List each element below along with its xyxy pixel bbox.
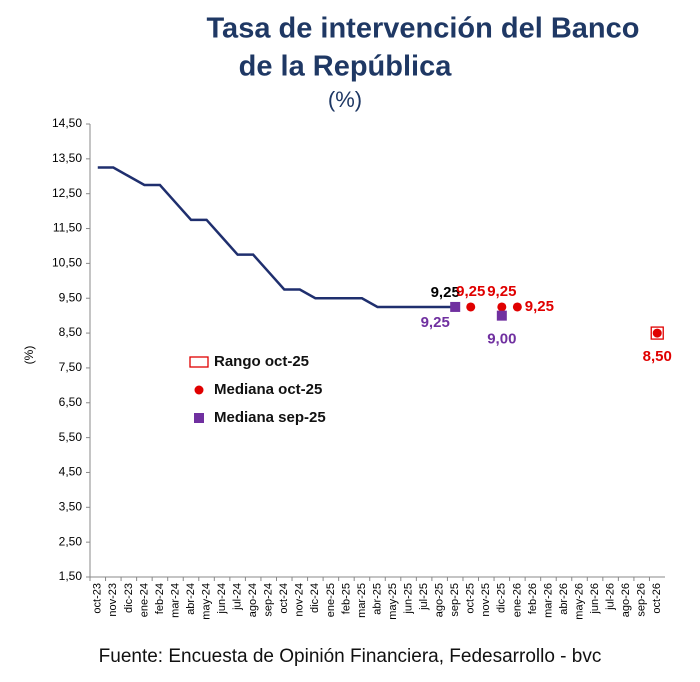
- x-tick-label: nov-25: [480, 583, 492, 617]
- legend-label: Rango oct-25: [214, 353, 309, 370]
- x-tick-label: ene-26: [511, 583, 523, 617]
- x-tick-label: oct-23: [92, 583, 104, 614]
- median-marker: [652, 328, 662, 338]
- value-label: 8,50: [643, 348, 672, 365]
- x-tick-label: abr-26: [558, 583, 570, 615]
- legend-marker: [194, 413, 204, 423]
- y-tick-label: 8,50: [59, 325, 83, 339]
- legend-label: Mediana sep-25: [214, 409, 326, 426]
- legend-label: Mediana oct-25: [214, 381, 322, 398]
- source: Fuente: Encuesta de Opinión Financiera, …: [99, 646, 602, 667]
- x-tick-label: sep-24: [263, 583, 275, 617]
- median-marker: [450, 301, 461, 312]
- x-tick-label: feb-25: [340, 583, 352, 614]
- x-tick-label: jul-25: [418, 583, 430, 611]
- y-tick-label: 10,50: [52, 256, 82, 270]
- value-label: 9,00: [487, 331, 516, 348]
- x-tick-label: dic-23: [123, 583, 135, 613]
- x-tick-label: jul-24: [232, 583, 244, 611]
- x-tick-label: mar-26: [542, 583, 554, 618]
- x-tick-label: ene-25: [325, 583, 337, 617]
- x-tick-label: ene-24: [138, 583, 150, 617]
- legend-marker: [189, 356, 209, 368]
- x-tick-label: may-26: [573, 583, 585, 620]
- y-axis-label: (%): [22, 346, 36, 365]
- x-tick-label: abr-24: [185, 583, 197, 615]
- median-marker: [497, 302, 507, 312]
- x-tick-label: jun-25: [402, 583, 414, 615]
- y-tick-label: 14,50: [52, 116, 82, 130]
- chart-title: Tasa de intervención del Banco: [207, 13, 640, 45]
- x-tick-label: ago-24: [247, 583, 259, 617]
- chart-title: de la República: [239, 51, 453, 83]
- value-label: 9,25: [421, 314, 450, 331]
- x-tick-label: abr-25: [371, 583, 383, 615]
- value-label: 9,25: [525, 298, 554, 315]
- x-tick-label: oct-25: [465, 583, 477, 614]
- y-tick-label: 12,50: [52, 186, 82, 200]
- x-tick-label: jul-26: [605, 583, 617, 611]
- value-label: 9,25: [431, 284, 460, 301]
- range-marker: [650, 326, 664, 340]
- y-tick-label: 6,50: [59, 395, 83, 409]
- x-tick-label: jun-24: [216, 583, 228, 615]
- rate-line: [97, 166, 456, 309]
- x-tick-label: dic-25: [496, 583, 508, 613]
- y-tick-label: 1,50: [59, 569, 83, 583]
- x-tick-label: sep-25: [449, 583, 461, 617]
- median-marker: [466, 302, 476, 312]
- x-tick-label: jun-26: [589, 583, 601, 615]
- x-tick-label: may-24: [200, 583, 212, 620]
- x-tick-label: ago-25: [434, 583, 446, 617]
- x-tick-label: nov-23: [107, 583, 119, 617]
- y-tick-label: 2,50: [59, 534, 83, 548]
- y-tick-label: 5,50: [59, 430, 83, 444]
- x-tick-label: mar-25: [356, 583, 368, 618]
- x-tick-label: may-25: [387, 583, 399, 620]
- x-tick-label: feb-26: [527, 583, 539, 614]
- y-tick-label: 7,50: [59, 360, 83, 374]
- value-label: 9,25: [487, 283, 516, 300]
- median-marker: [512, 302, 522, 312]
- y-tick-label: 13,50: [52, 151, 82, 165]
- chart-subtitle: (%): [328, 87, 362, 112]
- x-tick-label: dic-24: [309, 583, 321, 613]
- median-marker: [496, 310, 507, 321]
- y-tick-label: 9,50: [59, 290, 83, 304]
- x-tick-label: mar-24: [169, 583, 181, 618]
- x-tick-label: oct-24: [278, 583, 290, 614]
- value-label: 9,25: [456, 283, 485, 300]
- x-tick-label: nov-24: [294, 583, 306, 617]
- y-tick-label: 3,50: [59, 499, 83, 513]
- y-tick-label: 4,50: [59, 465, 83, 479]
- x-tick-label: oct-26: [651, 583, 663, 614]
- x-tick-label: sep-26: [636, 583, 648, 617]
- x-tick-label: ago-26: [620, 583, 632, 617]
- y-tick-label: 11,50: [53, 221, 82, 235]
- x-tick-label: feb-24: [154, 583, 166, 614]
- legend-marker: [194, 385, 204, 395]
